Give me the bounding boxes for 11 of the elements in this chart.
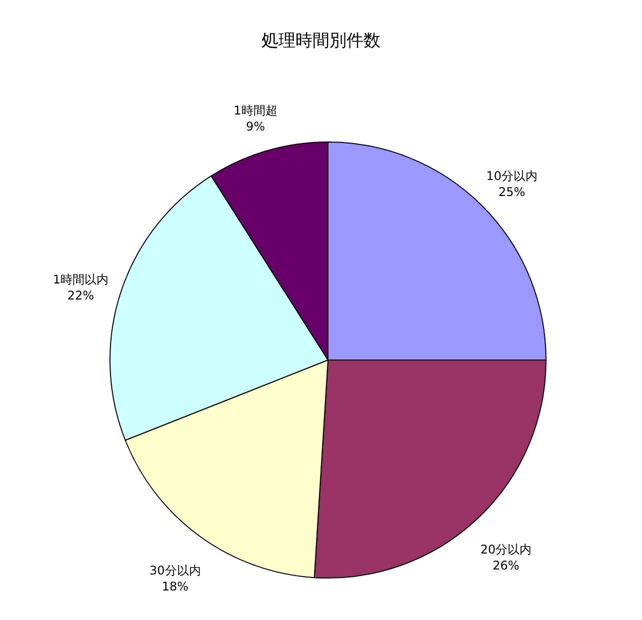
data-label: 25% xyxy=(498,185,526,200)
data-label: 18% xyxy=(162,579,189,594)
slice-label: 1時間以内 xyxy=(52,272,109,287)
data-label: 22% xyxy=(67,288,94,303)
slice-label: 1時間超 xyxy=(234,103,278,118)
slice-label: 30分以内 xyxy=(150,563,201,578)
slice-label: 20分以内 xyxy=(480,542,532,557)
slice-label: 10分以内 xyxy=(486,169,538,184)
data-label: 9% xyxy=(246,119,265,134)
data-label: 26% xyxy=(492,558,520,573)
chart-title: 処理時間別件数 xyxy=(262,31,380,51)
